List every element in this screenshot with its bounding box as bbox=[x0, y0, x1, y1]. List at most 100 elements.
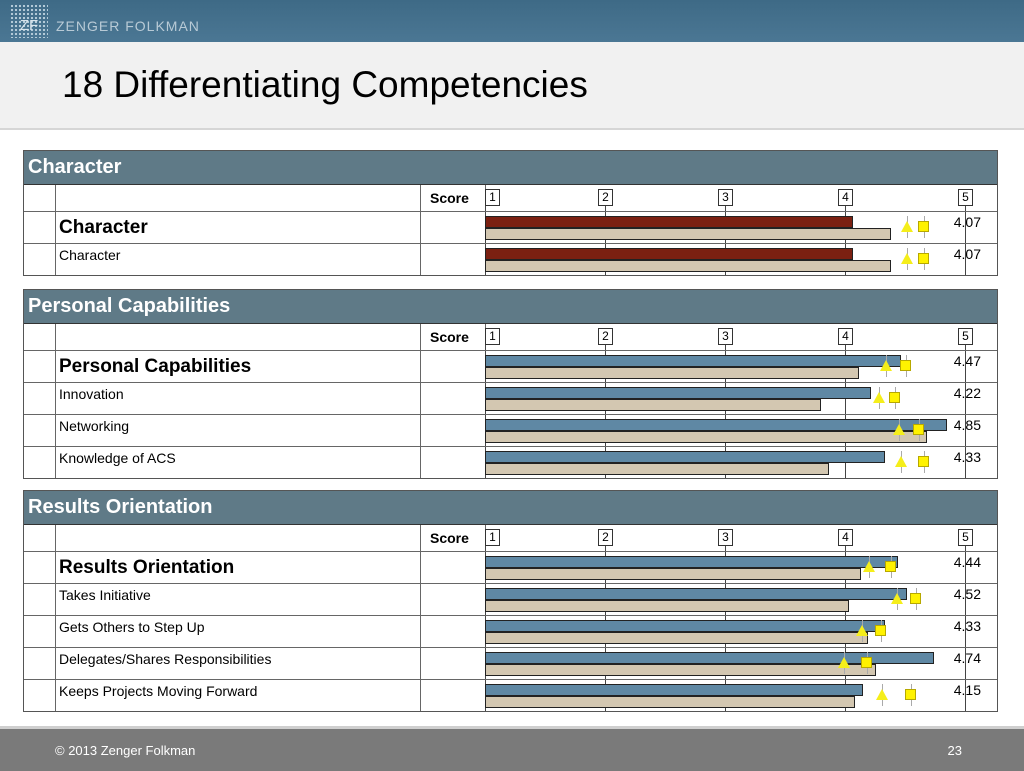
competency-label: Networking bbox=[59, 418, 130, 434]
comparison-bar bbox=[485, 664, 877, 676]
square-marker bbox=[909, 593, 921, 604]
gridline bbox=[845, 344, 846, 350]
table-row: Takes Initiative 4.52 bbox=[24, 583, 997, 615]
gridline bbox=[965, 344, 966, 350]
gridline bbox=[965, 447, 966, 478]
section-header: Personal Capabilities bbox=[24, 290, 997, 324]
gridline bbox=[605, 545, 606, 551]
table-row: Delegates/Shares Responsibilities 4.74 bbox=[24, 647, 997, 679]
section-header: Character bbox=[24, 151, 997, 185]
score-header: Score bbox=[430, 530, 469, 546]
page-number: 23 bbox=[947, 743, 962, 758]
spacer-cell bbox=[24, 244, 56, 275]
spacer-cell bbox=[24, 383, 56, 414]
axis-tick-label: 4 bbox=[838, 529, 853, 546]
zf-logo: ZF bbox=[10, 4, 48, 38]
axis-tick-label: 1 bbox=[485, 328, 500, 345]
square-marker bbox=[889, 392, 901, 403]
comparison-bar bbox=[485, 463, 830, 475]
axis-tick-label: 2 bbox=[598, 529, 613, 546]
comparison-bar bbox=[485, 367, 860, 379]
summary-row: Results Orientation 4.44 bbox=[24, 551, 997, 583]
table-row: Knowledge of ACS 4.33 bbox=[24, 446, 997, 478]
table-row: Innovation 4.22 bbox=[24, 382, 997, 414]
triangle-marker bbox=[855, 625, 868, 636]
gridline bbox=[965, 648, 966, 679]
gridline bbox=[965, 545, 966, 551]
spacer-cell bbox=[24, 616, 56, 647]
gridline bbox=[965, 616, 966, 647]
spacer-cell bbox=[24, 447, 56, 478]
gridline bbox=[965, 584, 966, 615]
triangle-marker bbox=[901, 253, 914, 264]
spacer-cell bbox=[24, 525, 56, 551]
score-bar bbox=[485, 652, 934, 664]
score-value: 4.33 bbox=[953, 618, 981, 634]
summary-row: Personal Capabilities 4.47 bbox=[24, 350, 997, 382]
triangle-marker bbox=[863, 561, 875, 572]
gridline bbox=[725, 545, 726, 551]
triangle-marker bbox=[895, 456, 908, 467]
gridline bbox=[965, 351, 966, 382]
spacer-cell bbox=[24, 680, 56, 711]
axis-tick-label: 4 bbox=[838, 189, 853, 206]
score-bar bbox=[485, 216, 854, 228]
triangle-marker bbox=[837, 657, 850, 668]
score-value: 4.33 bbox=[953, 449, 981, 465]
competency-label: Delegates/Shares Responsibilities bbox=[59, 651, 272, 667]
gridline bbox=[605, 205, 606, 211]
gridline bbox=[845, 205, 846, 211]
score-value: 4.74 bbox=[953, 650, 981, 666]
score-bar bbox=[485, 248, 854, 260]
comparison-bar bbox=[485, 260, 891, 272]
score-bar bbox=[485, 556, 898, 568]
gridline bbox=[725, 205, 726, 211]
score-bar bbox=[485, 684, 863, 696]
competency-label: Knowledge of ACS bbox=[59, 450, 176, 466]
gridline bbox=[965, 415, 966, 446]
comparison-bar bbox=[485, 600, 849, 612]
score-value: 4.15 bbox=[953, 682, 981, 698]
comparison-bar bbox=[485, 632, 868, 644]
table-row: Character 4.07 bbox=[24, 243, 997, 275]
table-row: Keeps Projects Moving Forward 4.15 bbox=[24, 679, 997, 711]
table-row: Networking 4.85 bbox=[24, 414, 997, 446]
gridline bbox=[965, 680, 966, 711]
axis-row: Score 1 2 3 4 5 bbox=[24, 324, 997, 350]
spacer-cell bbox=[24, 415, 56, 446]
triangle-marker bbox=[876, 689, 889, 700]
competency-label: Takes Initiative bbox=[59, 587, 151, 603]
square-marker bbox=[875, 625, 886, 636]
triangle-marker bbox=[879, 360, 892, 371]
section-character: Character Score 1 2 3 4 5 Character 4.07 Characte… bbox=[23, 150, 998, 276]
summary-row: Character 4.07 bbox=[24, 211, 997, 243]
score-value: 4.47 bbox=[953, 353, 981, 369]
comparison-bar bbox=[485, 568, 861, 580]
gridline bbox=[485, 205, 486, 211]
page-title: 18 Differentiating Competencies bbox=[62, 64, 588, 105]
triangle-marker bbox=[893, 424, 905, 435]
score-bar bbox=[485, 419, 947, 431]
spacer-cell bbox=[24, 552, 56, 583]
axis-tick-label: 4 bbox=[838, 328, 853, 345]
competency-label: Character bbox=[59, 217, 148, 238]
score-column bbox=[420, 415, 486, 446]
gridline bbox=[965, 212, 966, 243]
score-column bbox=[420, 584, 486, 615]
score-bar bbox=[485, 451, 885, 463]
section-header: Results Orientation bbox=[24, 491, 997, 525]
score-value: 4.22 bbox=[953, 385, 981, 401]
spacer-cell bbox=[24, 584, 56, 615]
score-value: 4.52 bbox=[953, 586, 981, 602]
axis-tick-label: 3 bbox=[718, 529, 733, 546]
competency-label: Personal Capabilities bbox=[59, 356, 252, 377]
score-value: 4.85 bbox=[953, 417, 981, 433]
gridline bbox=[965, 205, 966, 211]
score-column bbox=[420, 212, 486, 243]
comparison-bar bbox=[485, 696, 855, 708]
competency-label: Innovation bbox=[59, 386, 124, 402]
spacer-cell bbox=[24, 648, 56, 679]
gridline bbox=[485, 545, 486, 551]
axis-tick-label: 1 bbox=[485, 529, 500, 546]
square-marker bbox=[884, 561, 896, 572]
